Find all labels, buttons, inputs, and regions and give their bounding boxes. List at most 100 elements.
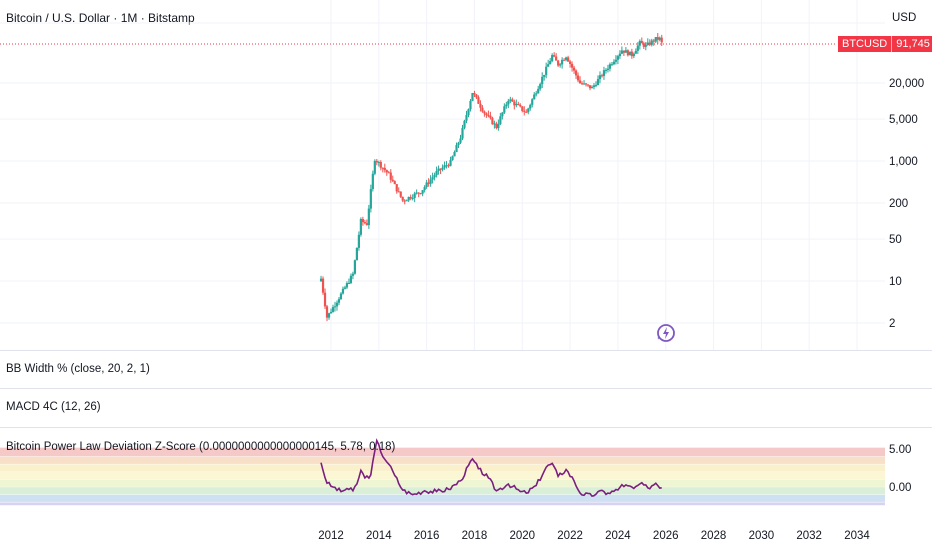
candle-body bbox=[499, 116, 502, 124]
candle-body bbox=[656, 37, 659, 40]
candle-body bbox=[473, 93, 476, 95]
candle-body bbox=[447, 165, 450, 167]
pane-separator[interactable] bbox=[0, 388, 932, 389]
candle-body bbox=[417, 192, 420, 194]
zscore-band bbox=[0, 502, 885, 506]
candle-body bbox=[487, 115, 490, 117]
candle-body bbox=[561, 59, 564, 65]
candle-body bbox=[343, 287, 347, 289]
candle-body bbox=[483, 111, 486, 114]
candle-body bbox=[604, 69, 608, 71]
candle-body bbox=[479, 103, 482, 108]
candle-body bbox=[650, 40, 653, 45]
candle-body bbox=[465, 115, 468, 121]
pane-separator[interactable] bbox=[0, 350, 932, 351]
zscore-line bbox=[320, 438, 662, 497]
time-axis[interactable]: 2012 2014 2016 2018 2020 2022 2024 2026 2028 2030… bbox=[0, 516, 932, 550]
candle-body bbox=[453, 152, 456, 157]
candle-body bbox=[576, 75, 580, 81]
candle-body bbox=[477, 97, 480, 104]
candle-body bbox=[429, 179, 432, 184]
candle-body bbox=[559, 64, 562, 66]
candle-body bbox=[489, 115, 492, 118]
candle-body bbox=[385, 170, 388, 173]
candle-body bbox=[379, 162, 382, 168]
bb-width-pane-title[interactable]: BB Width % (close, 20, 2, 1) bbox=[6, 363, 150, 375]
candle-body bbox=[565, 57, 568, 60]
candle-body bbox=[357, 234, 360, 248]
candle-body bbox=[634, 50, 637, 54]
candle-body bbox=[511, 99, 514, 102]
candle-body bbox=[618, 53, 622, 57]
candle-body bbox=[365, 223, 368, 226]
candle-body bbox=[431, 177, 434, 180]
chart-title: Bitcoin / U.S. Dollar · 1M · Bitstamp bbox=[6, 11, 195, 25]
pane-separator[interactable] bbox=[0, 427, 932, 428]
candle-body bbox=[547, 64, 550, 67]
candle-body bbox=[620, 50, 623, 54]
candle-body bbox=[590, 86, 594, 89]
candle-body bbox=[628, 51, 631, 56]
candle-body bbox=[375, 160, 378, 163]
candle-body bbox=[367, 208, 370, 226]
candle-body bbox=[531, 99, 534, 105]
x-tick-label: 2014 bbox=[366, 530, 392, 542]
candle-body bbox=[433, 175, 436, 178]
x-tick-label: 2020 bbox=[509, 530, 535, 542]
zscore-chart[interactable]: 5.00 0.00 bbox=[0, 428, 932, 514]
candle-body bbox=[566, 57, 570, 62]
candle-body bbox=[497, 123, 500, 129]
candle-body bbox=[660, 37, 663, 43]
candle-body bbox=[630, 51, 633, 57]
candle-body bbox=[523, 110, 526, 112]
lightning-icon[interactable] bbox=[654, 322, 676, 344]
candle-body bbox=[455, 145, 458, 153]
candle-body bbox=[557, 60, 560, 66]
candle-body bbox=[441, 167, 444, 170]
candle-body bbox=[495, 123, 498, 129]
candle-body bbox=[401, 196, 404, 201]
candle-body bbox=[588, 85, 592, 89]
candle-body bbox=[535, 93, 538, 95]
candle-body bbox=[369, 189, 372, 209]
zscore-band bbox=[0, 494, 885, 503]
candle-body bbox=[602, 70, 606, 76]
candle-body bbox=[397, 191, 400, 193]
candle-body bbox=[391, 179, 394, 182]
candle-body bbox=[449, 159, 452, 166]
candle-body bbox=[626, 50, 629, 56]
candle-body bbox=[638, 40, 641, 46]
candle-body bbox=[584, 83, 588, 85]
candle-body bbox=[563, 59, 566, 61]
candle-body bbox=[469, 100, 472, 110]
y-tick-label: 50 bbox=[889, 234, 902, 246]
candle-body bbox=[395, 184, 398, 192]
candle-body bbox=[648, 42, 651, 45]
x-tick-label: 2016 bbox=[414, 530, 440, 542]
candle-body bbox=[435, 170, 438, 176]
price-tag-symbol: BTCUSD bbox=[842, 36, 893, 52]
zscore-pane-title[interactable]: Bitcoin Power Law Deviation Z-Score (0.0… bbox=[6, 441, 396, 453]
candle-body bbox=[614, 59, 618, 62]
candle-body bbox=[405, 200, 408, 202]
candle-body bbox=[427, 182, 430, 184]
candle-body bbox=[407, 196, 410, 201]
currency-label[interactable]: USD bbox=[892, 12, 917, 24]
candle-body bbox=[515, 103, 518, 106]
macd-pane-title[interactable]: MACD 4C (12, 26) bbox=[6, 401, 101, 413]
price-tag-value: 91,745 bbox=[896, 38, 930, 50]
candle-body bbox=[586, 84, 590, 86]
candle-body bbox=[632, 53, 635, 57]
candle-body bbox=[459, 138, 462, 143]
candle-body bbox=[580, 83, 584, 85]
y-tick-label: 20,000 bbox=[889, 78, 924, 90]
candle-body bbox=[612, 61, 616, 65]
candle-body bbox=[467, 109, 470, 116]
candle-body bbox=[471, 93, 474, 101]
candle-body bbox=[423, 187, 426, 191]
price-chart[interactable]: 2 10 50 200 1,000 5,000 20,000 bbox=[0, 0, 932, 350]
candle-body bbox=[475, 94, 478, 98]
candle-body bbox=[461, 127, 464, 139]
y-tick-label: 200 bbox=[889, 198, 908, 210]
candle-body bbox=[636, 45, 639, 51]
